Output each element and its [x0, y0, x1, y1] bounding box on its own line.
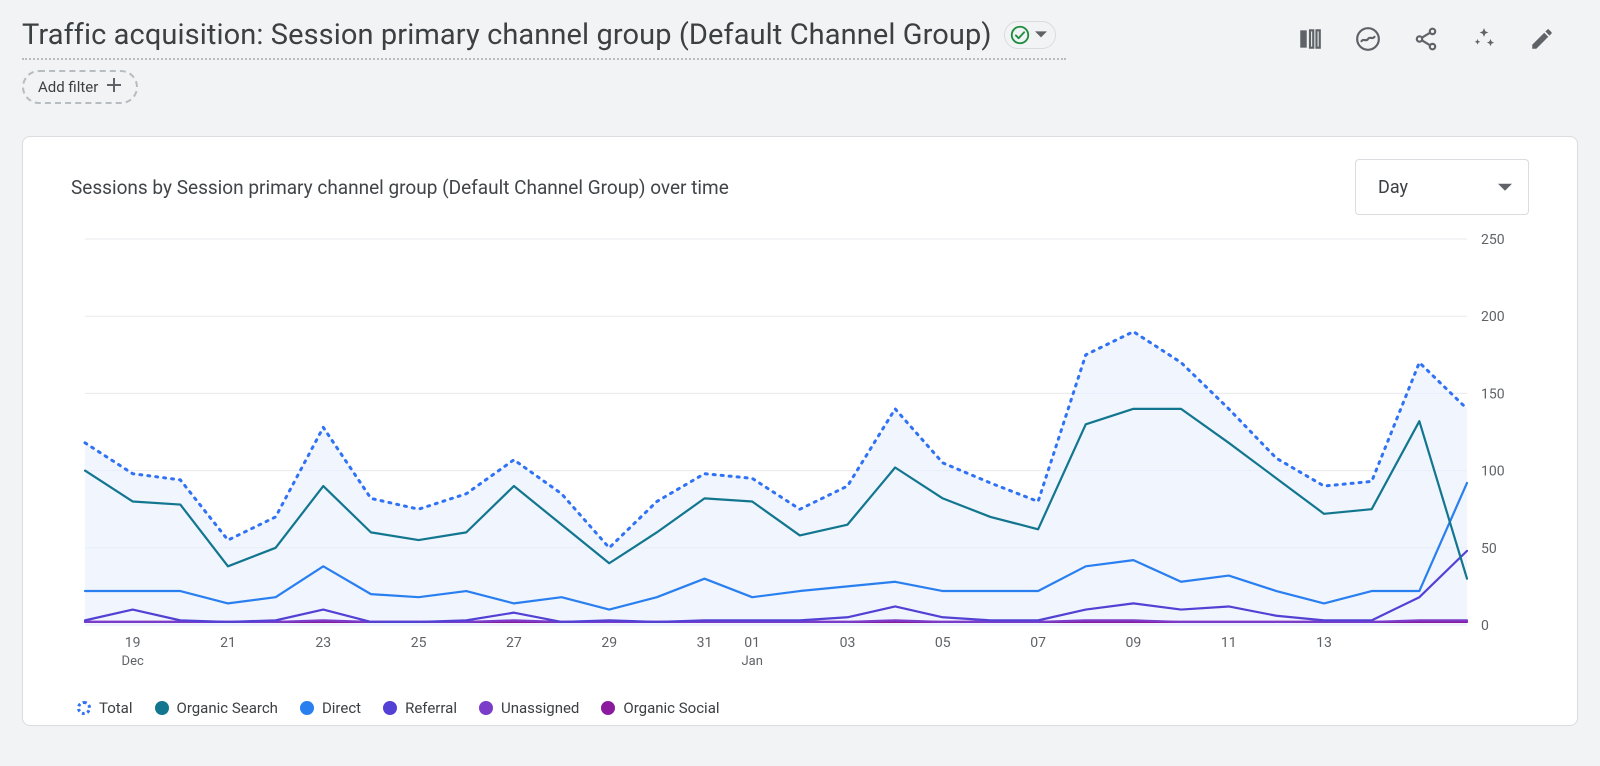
svg-text:09: 09 [1126, 635, 1142, 651]
caret-down-icon [1498, 177, 1512, 198]
report-title-wrap[interactable]: Traffic acquisition: Session primary cha… [22, 18, 1066, 60]
report-header: Traffic acquisition: Session primary cha… [22, 18, 1578, 60]
legend-swatch [155, 701, 169, 715]
legend-item[interactable]: Total [77, 699, 133, 717]
svg-text:50: 50 [1481, 541, 1497, 557]
legend-item[interactable]: Referral [383, 699, 457, 717]
customize-chart-icon[interactable] [1354, 25, 1382, 53]
legend-item[interactable]: Direct [300, 699, 361, 717]
svg-text:01: 01 [744, 635, 760, 651]
legend-item[interactable]: Organic Social [601, 699, 719, 717]
legend-item[interactable]: Organic Search [155, 699, 278, 717]
report-title: Traffic acquisition: Session primary cha… [22, 18, 992, 52]
legend-item[interactable]: Unassigned [479, 699, 579, 717]
svg-text:19: 19 [125, 635, 141, 651]
plus-icon [106, 77, 122, 97]
page-root: Traffic acquisition: Session primary cha… [0, 0, 1600, 766]
check-circle-icon [1009, 24, 1031, 46]
svg-text:27: 27 [506, 635, 522, 651]
svg-text:Jan: Jan [741, 654, 762, 669]
svg-text:11: 11 [1221, 635, 1237, 651]
share-icon[interactable] [1412, 25, 1440, 53]
granularity-select[interactable]: Day [1355, 159, 1529, 215]
status-dropdown[interactable] [1004, 21, 1056, 49]
add-filter-label: Add filter [38, 78, 98, 96]
insights-icon[interactable] [1470, 25, 1498, 53]
legend-swatch [300, 701, 314, 715]
svg-text:23: 23 [315, 635, 331, 651]
filter-bar: Add filter [22, 70, 1578, 104]
svg-text:150: 150 [1481, 386, 1505, 402]
legend-swatch [601, 701, 615, 715]
svg-text:21: 21 [220, 635, 236, 651]
svg-text:200: 200 [1481, 309, 1505, 325]
granularity-value: Day [1378, 177, 1408, 198]
svg-text:100: 100 [1481, 464, 1505, 480]
svg-text:Dec: Dec [122, 654, 144, 669]
svg-text:07: 07 [1030, 635, 1046, 651]
caret-down-icon [1035, 29, 1047, 41]
chart-legend: Total Organic Search Direct Referral Unassig… [45, 699, 1555, 717]
svg-text:05: 05 [935, 635, 951, 651]
legend-label: Direct [322, 699, 361, 717]
legend-swatch [479, 701, 493, 715]
card-title: Sessions by Session primary channel grou… [71, 176, 729, 199]
line-chart-svg: 05010015020025019Dec21232527293101Jan030… [45, 229, 1535, 681]
svg-text:25: 25 [411, 635, 427, 651]
svg-text:0: 0 [1481, 618, 1489, 634]
legend-label: Organic Social [623, 699, 719, 717]
legend-label: Organic Search [177, 699, 278, 717]
toolbar [1296, 25, 1578, 53]
svg-text:13: 13 [1316, 635, 1332, 651]
sessions-over-time-card: Sessions by Session primary channel grou… [22, 136, 1578, 726]
legend-label: Referral [405, 699, 457, 717]
add-filter-button[interactable]: Add filter [22, 70, 138, 104]
legend-swatch [383, 701, 397, 715]
svg-text:250: 250 [1481, 232, 1505, 248]
svg-text:29: 29 [601, 635, 617, 651]
card-header: Sessions by Session primary channel grou… [45, 159, 1555, 215]
line-chart: 05010015020025019Dec21232527293101Jan030… [45, 229, 1555, 681]
svg-text:03: 03 [840, 635, 856, 651]
svg-text:31: 31 [697, 635, 713, 651]
legend-swatch [77, 701, 91, 715]
legend-label: Unassigned [501, 699, 579, 717]
legend-label: Total [99, 699, 133, 717]
edit-pencil-icon[interactable] [1528, 25, 1556, 53]
compare-bars-icon[interactable] [1296, 25, 1324, 53]
